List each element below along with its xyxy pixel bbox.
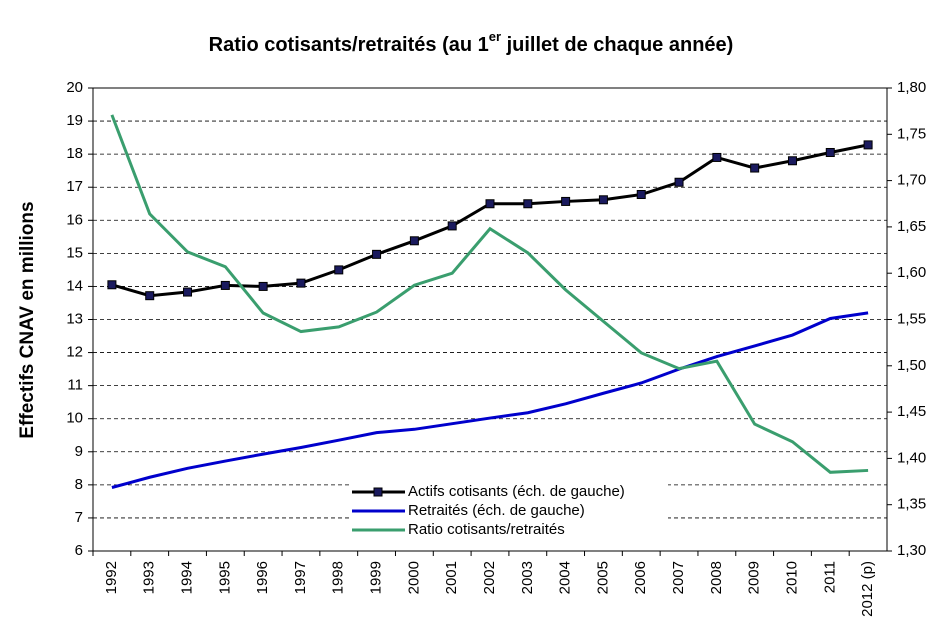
marker <box>183 287 193 297</box>
x-tick-label: 2000 <box>405 561 422 594</box>
legend-label: Actifs cotisants (éch. de gauche) <box>408 483 625 500</box>
legend-label: Retraités (éch. de gauche) <box>408 502 585 519</box>
y-tick-label: 20 <box>66 79 83 96</box>
marker <box>485 199 495 209</box>
title-part: Ratio cotisants/retraités (au 1 <box>209 34 489 56</box>
marker <box>825 147 835 157</box>
marker <box>674 177 684 187</box>
marker <box>712 152 722 162</box>
x-tick-label: 2007 <box>670 561 687 594</box>
y2-tick-label: 1,65 <box>897 218 926 235</box>
y2-tick-label: 1,50 <box>897 357 926 374</box>
x-tick-label: 2001 <box>443 561 460 594</box>
y2-tick-label: 1,55 <box>897 310 926 327</box>
y-axis-label: Effectifs CNAV en millions <box>17 201 38 438</box>
marker <box>863 140 873 150</box>
y2-tick-label: 1,35 <box>897 496 926 513</box>
plot-frame <box>92 87 888 552</box>
y-tick-label: 16 <box>66 211 83 228</box>
y-tick-label: 6 <box>75 542 83 559</box>
series-line <box>111 311 869 489</box>
marker <box>409 236 419 246</box>
x-tick-label: 1998 <box>330 561 347 594</box>
x-tick-label: 1999 <box>368 561 385 594</box>
title-superscript: er <box>489 29 501 44</box>
y2-tick-label: 1,45 <box>897 403 926 420</box>
marker <box>787 156 797 166</box>
x-tick-label: 1995 <box>216 561 233 594</box>
marker <box>372 249 382 259</box>
marker <box>636 189 646 199</box>
title-part: juillet de chaque année) <box>501 34 733 56</box>
x-tick-label: 2002 <box>481 561 498 594</box>
x-tick-label: 1997 <box>292 561 309 594</box>
y-tick-label: 15 <box>66 244 83 261</box>
x-tick-label: 1996 <box>254 561 271 594</box>
y-tick-label: 10 <box>66 410 83 427</box>
x-tick-label: 2003 <box>519 561 536 594</box>
y-tick-label: 19 <box>66 112 83 129</box>
x-tick-label: 2012 (p) <box>859 561 876 617</box>
x-tick-label: 2006 <box>632 561 649 594</box>
marker <box>220 280 230 290</box>
x-tick-label: 2008 <box>708 561 725 594</box>
x-tick-label: 2009 <box>746 561 763 594</box>
marker <box>523 199 533 209</box>
marker <box>561 196 571 206</box>
marker <box>145 291 155 301</box>
marker <box>598 195 608 205</box>
x-tick-label: 2004 <box>557 561 574 594</box>
y-tick-label: 14 <box>66 277 83 294</box>
y2-tick-label: 1,60 <box>897 264 926 281</box>
y-tick-label: 17 <box>66 178 83 195</box>
x-tick-label: 1992 <box>103 561 120 594</box>
x-tick-label: 2005 <box>594 561 611 594</box>
series-line <box>110 114 869 474</box>
marker <box>750 163 760 173</box>
x-tick-label: 2010 <box>783 561 800 594</box>
legend-marker <box>373 487 383 497</box>
chart-title: Ratio cotisants/retraités (au 1er juille… <box>209 29 734 56</box>
y-tick-label: 8 <box>75 476 83 493</box>
y-tick-label: 13 <box>66 310 83 327</box>
y2-tick-label: 1,40 <box>897 449 926 466</box>
y2-tick-label: 1,80 <box>897 79 926 96</box>
y2-tick-label: 1,30 <box>897 542 926 559</box>
legend-label: Ratio cotisants/retraités <box>408 521 565 538</box>
y2-tick-label: 1,70 <box>897 172 926 189</box>
y2-tick-label: 1,75 <box>897 125 926 142</box>
y-tick-label: 18 <box>66 145 83 162</box>
x-tick-label: 1994 <box>178 561 195 594</box>
marker <box>447 221 457 231</box>
x-tick-label: 2011 <box>821 561 838 593</box>
marker <box>258 281 268 291</box>
marker <box>296 278 306 288</box>
y-tick-label: 12 <box>66 344 83 361</box>
y-tick-label: 7 <box>75 509 83 526</box>
marker <box>334 265 344 275</box>
y-tick-label: 11 <box>67 377 83 394</box>
marker <box>107 280 117 290</box>
x-tick-label: 1993 <box>141 561 158 594</box>
y-tick-label: 9 <box>75 443 83 460</box>
